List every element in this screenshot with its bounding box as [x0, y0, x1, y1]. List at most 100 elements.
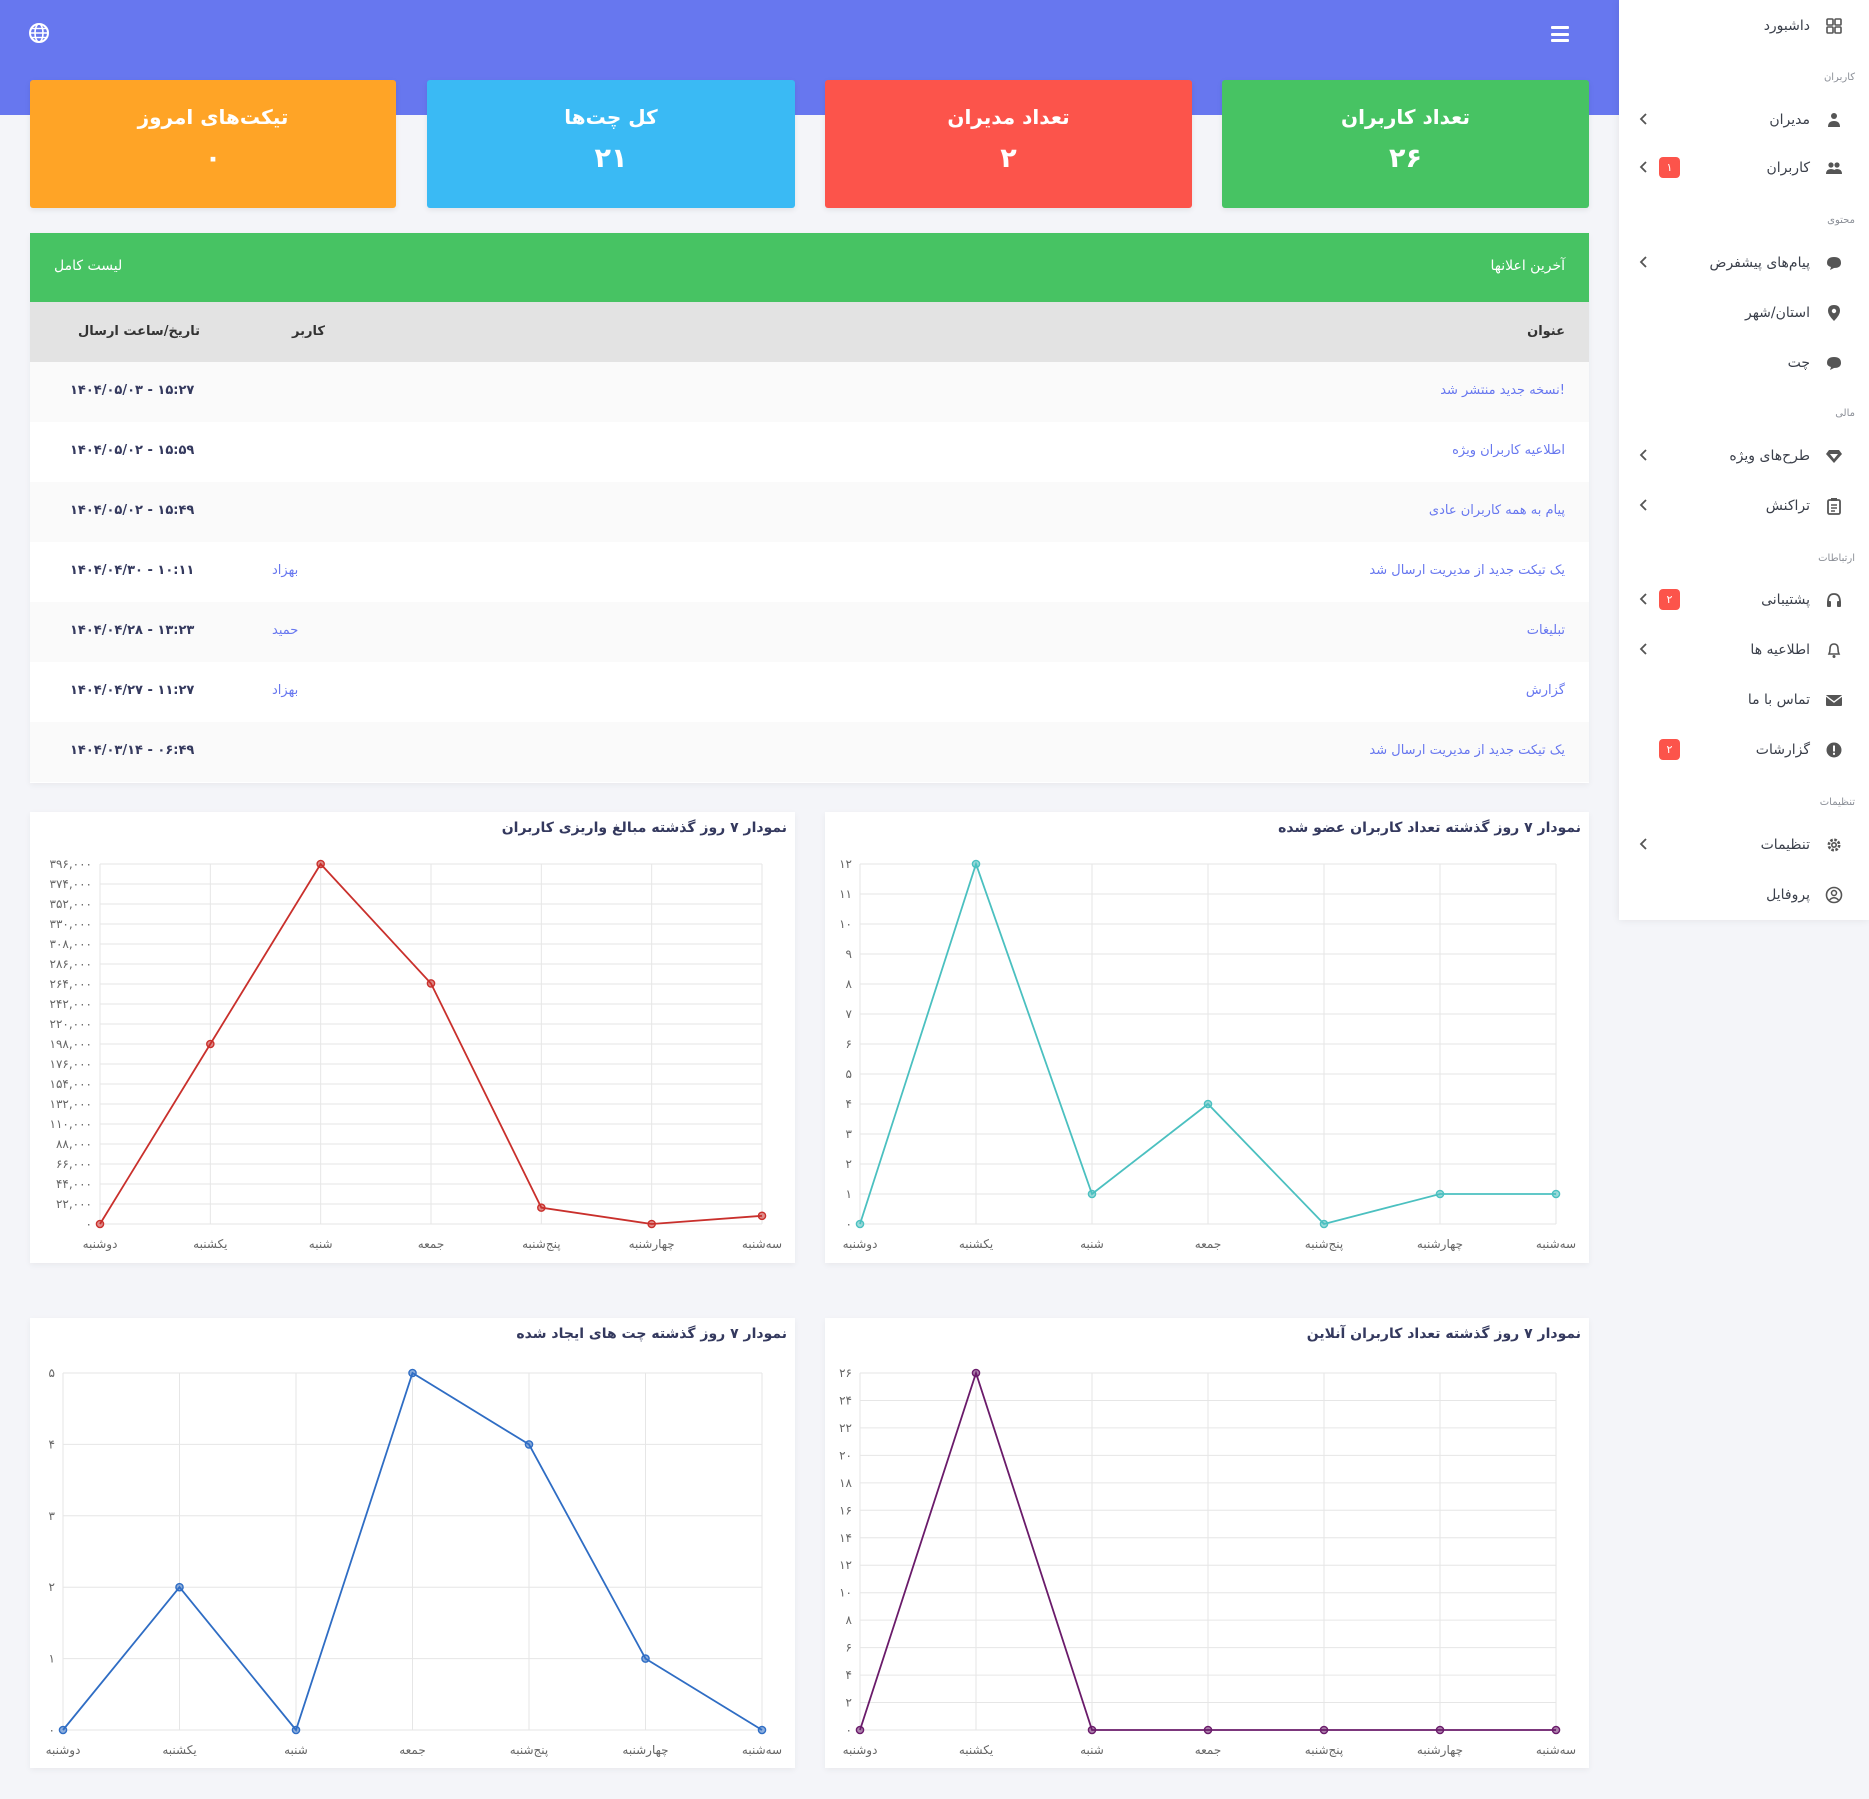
announcement-title[interactable]: اطلاعیه کاربران ویژه: [1452, 443, 1565, 458]
y-tick-label: ۵: [49, 1366, 55, 1380]
data-point[interactable]: [537, 1203, 546, 1212]
stat-card-title: تعداد مدیران: [947, 105, 1070, 129]
y-tick-label: ۹: [846, 947, 852, 961]
data-point[interactable]: [1319, 1725, 1329, 1735]
data-point[interactable]: [1203, 1099, 1213, 1109]
y-tick-label: ۲۸۶,۰۰۰: [50, 957, 93, 971]
announcement-title[interactable]: تبلیغات: [1526, 623, 1565, 638]
data-point[interactable]: [426, 979, 436, 988]
x-tick-label: یکشنبه: [193, 1237, 227, 1251]
sidebar-item-settings[interactable]: تنظیمات: [1619, 825, 1869, 865]
chevron-left-icon[interactable]: [1639, 255, 1649, 269]
sidebar-item-contact[interactable]: تماس با ما: [1619, 680, 1869, 720]
chevron-left-icon[interactable]: [1639, 498, 1649, 512]
data-point[interactable]: [971, 1368, 981, 1378]
sidebar-item-reports[interactable]: گزارشات ۲: [1619, 730, 1869, 770]
data-point[interactable]: [1435, 1725, 1445, 1735]
data-point[interactable]: [316, 859, 325, 869]
dashboard-icon: [1826, 18, 1842, 34]
y-tick-label: ۲: [846, 1696, 852, 1710]
announcement-title[interactable]: پیام به همه کاربران عادی: [1428, 503, 1565, 518]
announcements-header: آخرین اعلانها لیست کامل: [30, 233, 1589, 302]
sidebar-item-premium-plans[interactable]: طرح‌های ویژه: [1619, 436, 1869, 476]
y-tick-label: ۱۶: [839, 1503, 852, 1517]
y-tick-label: ۲۴۲,۰۰۰: [50, 997, 93, 1011]
column-user: کاربر: [292, 324, 325, 339]
data-point[interactable]: [206, 1039, 215, 1049]
sidebar-item-users[interactable]: کاربران ۱: [1619, 148, 1869, 188]
data-point[interactable]: [647, 1219, 656, 1229]
chevron-left-icon[interactable]: [1639, 837, 1649, 851]
announcement-user[interactable]: بهزاد: [272, 563, 299, 578]
users-icon: [1826, 162, 1842, 174]
y-tick-label: ۱۲: [839, 1558, 852, 1572]
data-point[interactable]: [1551, 1189, 1561, 1199]
sidebar-item-chat[interactable]: چت: [1619, 343, 1869, 383]
stat-card-value: ۲: [1000, 143, 1017, 174]
announcement-title[interactable]: یک تیکت جدید از مدیریت ارسال شد: [1369, 743, 1565, 758]
full-list-link[interactable]: لیست کامل: [54, 258, 123, 274]
sidebar-item-label: داشبورد: [1763, 18, 1810, 34]
sidebar-item-admins[interactable]: مدیران: [1619, 100, 1869, 140]
bell-icon: [1827, 643, 1841, 658]
data-point[interactable]: [291, 1725, 301, 1735]
announcement-title[interactable]: یک تیکت جدید از مدیریت ارسال شد: [1369, 563, 1565, 578]
data-point[interactable]: [1551, 1725, 1561, 1735]
sidebar-item-label: تماس با ما: [1747, 692, 1810, 708]
y-tick-label: ۴: [49, 1437, 55, 1451]
table-row: یک تیکت جدید از مدیریت ارسال شد بهزاد ۱۴۰۴…: [30, 542, 1589, 602]
chevron-left-icon[interactable]: [1639, 642, 1649, 656]
chevron-left-icon[interactable]: [1639, 160, 1649, 174]
sidebar-item-profile[interactable]: پروفایل: [1619, 875, 1869, 915]
data-point[interactable]: [757, 1725, 767, 1735]
chevron-left-icon[interactable]: [1639, 112, 1649, 126]
y-tick-label: ۶۶,۰۰۰: [56, 1157, 92, 1171]
announcement-title[interactable]: نسخه جدید منتشر شد!: [1440, 383, 1565, 398]
chevron-left-icon[interactable]: [1639, 448, 1649, 462]
data-point[interactable]: [1087, 1725, 1097, 1735]
announcement-user[interactable]: بهزاد: [272, 683, 299, 698]
y-tick-label: ۰: [846, 1723, 852, 1737]
sidebar-item-dashboard[interactable]: داشبورد: [1619, 6, 1869, 46]
data-point[interactable]: [855, 1219, 865, 1229]
y-tick-label: ۱۲: [839, 857, 852, 871]
x-tick-label: پنج‌شنبه: [510, 1743, 548, 1757]
sidebar-item-notifications[interactable]: اطلاعیه ها: [1619, 630, 1869, 670]
menu-toggle-icon[interactable]: [1551, 26, 1569, 42]
stat-card-today-tickets: تیکت‌های امروز ۰: [30, 80, 396, 208]
data-point[interactable]: [855, 1725, 865, 1735]
sidebar-item-default-messages[interactable]: پیام‌های پیشفرض: [1619, 243, 1869, 283]
table-row: پیام به همه کاربران عادی ۱۴۰۴/۰۵/۰۲ - ۱۵:…: [30, 482, 1589, 542]
stat-card-title: تیکت‌های امروز: [137, 105, 289, 129]
data-point[interactable]: [1319, 1219, 1329, 1229]
sidebar-item-support[interactable]: پشتیبانی ۲: [1619, 580, 1869, 620]
data-point[interactable]: [1435, 1189, 1445, 1199]
sidebar-item-province[interactable]: استان/شهر: [1619, 293, 1869, 333]
data-point[interactable]: [971, 859, 981, 869]
data-point[interactable]: [757, 1211, 767, 1221]
globe-icon[interactable]: [28, 22, 50, 44]
data-point[interactable]: [95, 1219, 105, 1229]
announcement-title[interactable]: گزارش: [1525, 683, 1565, 698]
data-point[interactable]: [1203, 1725, 1213, 1735]
data-point[interactable]: [408, 1368, 417, 1378]
diamond-icon: [1826, 450, 1842, 463]
x-tick-label: سه‌شنبه: [742, 1743, 782, 1757]
x-tick-label: پنج‌شنبه: [1305, 1237, 1343, 1251]
table-header: عنوان کاربر تاریخ/ساعت ارسال: [30, 302, 1589, 362]
x-tick-label: چهارشنبه: [1417, 1237, 1463, 1252]
announcement-date: ۱۴۰۴/۰۵/۰۲ - ۱۵:۴۹: [70, 503, 195, 518]
data-point[interactable]: [58, 1725, 68, 1735]
data-point[interactable]: [175, 1582, 184, 1592]
y-tick-label: ۲۶۴,۰۰۰: [50, 977, 93, 991]
x-tick-label: یکشنبه: [959, 1743, 993, 1757]
sidebar-item-transactions[interactable]: تراکنش: [1619, 486, 1869, 526]
data-point[interactable]: [524, 1440, 534, 1449]
chevron-left-icon[interactable]: [1639, 592, 1649, 606]
data-point[interactable]: [1087, 1189, 1097, 1199]
sidebar-badge: ۲: [1659, 589, 1680, 610]
y-tick-label: ۲: [846, 1157, 852, 1171]
announcement-user[interactable]: حمید: [272, 623, 299, 638]
data-point[interactable]: [641, 1654, 650, 1663]
sidebar-item-label: تنظیمات: [1760, 837, 1810, 853]
